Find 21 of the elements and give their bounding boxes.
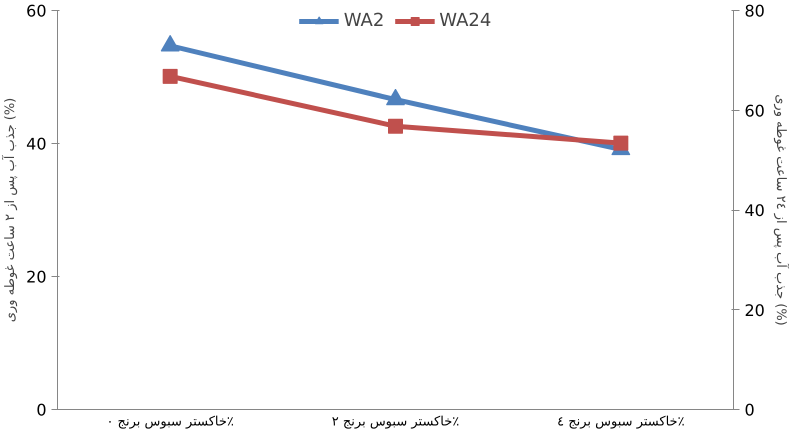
legend-label: WA2 <box>344 10 384 31</box>
y-tick-label: 40 <box>26 134 46 154</box>
point <box>162 68 178 84</box>
point <box>386 88 405 106</box>
x-tick-label: خاکستر سبوس برنج ٤٪ <box>557 414 685 430</box>
y-tick-label: 0 <box>36 400 47 420</box>
point <box>160 34 180 52</box>
y2-tick-label: 80 <box>744 2 765 20</box>
legend-label: WA24 <box>439 10 492 31</box>
point <box>613 136 628 151</box>
y-axis-title: جذب آب پس از ۲ ساعت غوطه وری (%) <box>1 98 18 322</box>
y2-axis-title: جذب آب پس از ۲٤ ساعت غوطه وری (%) <box>772 94 790 326</box>
point <box>388 118 403 134</box>
y-tick-label: 20 <box>26 268 46 286</box>
y2-tick-label: 20 <box>744 300 765 320</box>
x-tick-label: خاکستر سبوس برنج ۰٪ <box>106 414 234 430</box>
y2-tick-label: 0 <box>744 400 755 420</box>
y2-tick-label: 40 <box>744 201 765 220</box>
y-tick-label: 60 <box>26 2 46 20</box>
y2-tick-label: 60 <box>744 101 765 120</box>
x-tick-label: خاکستر سبوس برنج ۲٪ <box>332 414 460 430</box>
